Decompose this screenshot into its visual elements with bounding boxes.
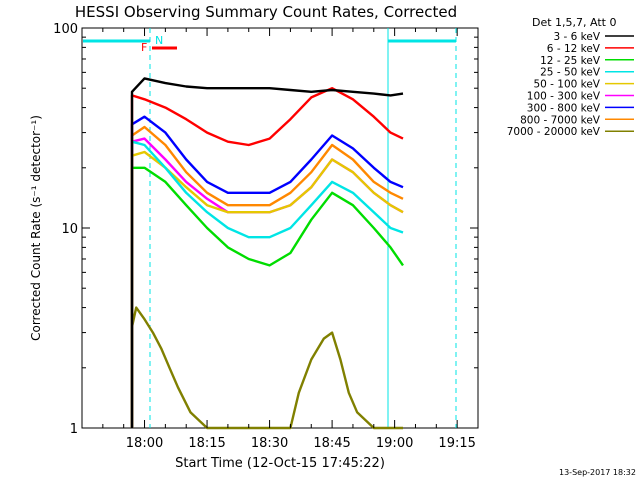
legend-label: 6 - 12 keV <box>547 43 601 55</box>
legend-label: 3 - 6 keV <box>553 31 600 43</box>
x-tick-label: 18:45 <box>313 436 350 451</box>
footer-timestamp: 13-Sep-2017 18:32 <box>559 468 636 477</box>
x-tick-label: 18:00 <box>126 436 163 451</box>
series-line <box>132 308 403 428</box>
y-tick-label: 10 <box>61 222 78 237</box>
count-rate-chart: HESSI Observing Summary Count Rates, Cor… <box>0 0 640 480</box>
legend-label: 7000 - 20000 keV <box>507 126 601 138</box>
y-tick-label: 100 <box>53 22 78 37</box>
legend-label: 300 - 800 keV <box>527 102 601 114</box>
legend-label: 25 - 50 keV <box>540 67 601 79</box>
legend-label: 50 - 100 keV <box>533 79 600 91</box>
night-annotation: N <box>155 34 163 47</box>
x-tick-label: 18:15 <box>188 436 225 451</box>
y-tick-label: 1 <box>70 422 78 437</box>
series-line <box>132 168 403 428</box>
legend-label: 12 - 25 keV <box>540 55 601 67</box>
x-tick-label: 18:30 <box>251 436 288 451</box>
x-tick-label: 19:15 <box>438 436 475 451</box>
series-line <box>132 127 403 428</box>
y-axis: 1 10 100 <box>53 22 478 437</box>
legend-label: 100 - 300 keV <box>527 91 601 103</box>
flare-annotation: F <box>141 41 147 54</box>
x-axis-label: Start Time (12-Oct-15 17:45:22) <box>175 456 385 471</box>
chart-title: HESSI Observing Summary Count Rates, Cor… <box>75 3 457 21</box>
series-layer <box>132 78 403 428</box>
legend-title: Det 1,5,7, Att 0 <box>532 16 616 29</box>
x-tick-label: 19:00 <box>376 436 413 451</box>
legend-label: 800 - 7000 keV <box>520 114 601 126</box>
y-axis-label: Corrected Count Rate (s⁻¹ detector⁻¹) <box>29 115 43 341</box>
x-axis: 18:00 18:15 18:30 18:45 19:00 19:15 <box>103 28 476 451</box>
series-line <box>132 142 403 428</box>
series-line <box>132 117 403 428</box>
